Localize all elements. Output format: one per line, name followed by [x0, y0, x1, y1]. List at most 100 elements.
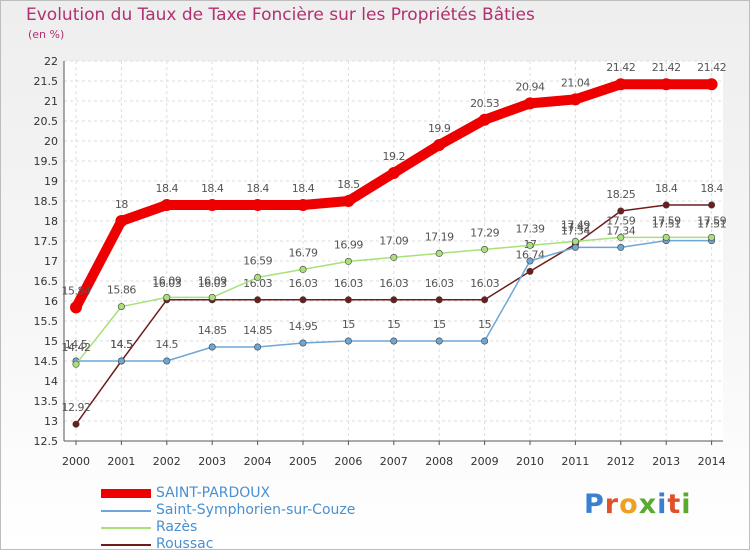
data-point-saint-pardoux — [297, 199, 309, 211]
data-point-saint-symphorien-sur-couze — [254, 343, 262, 351]
data-label-saint-pardoux: 18.4 — [246, 182, 269, 195]
data-point-raz-s — [208, 293, 216, 301]
unit-label: (en %) — [28, 28, 65, 41]
legend-swatch — [101, 526, 151, 529]
data-point-saint-pardoux — [160, 199, 173, 211]
y-tick-label: 20 — [44, 135, 58, 148]
legend-item-raz-s: Razès — [101, 519, 355, 536]
y-tick-label: 21 — [44, 95, 58, 108]
data-point-raz-s — [117, 303, 125, 311]
data-label-saint-pardoux: 19.2 — [383, 150, 406, 163]
y-tick-label: 13 — [44, 415, 58, 428]
data-point-raz-s — [481, 245, 489, 253]
data-point-roussac — [254, 296, 262, 304]
data-label-raz-s: 17.19 — [425, 230, 454, 243]
data-label-saint-pardoux: 21.04 — [561, 76, 590, 89]
x-tick-label: 2013 — [652, 455, 680, 468]
y-tick-label: 13.5 — [34, 395, 59, 408]
data-label-saint-pardoux: 18.4 — [201, 182, 224, 195]
legend-item-saint-symphorien-sur-couze: Saint-Symphorien-sur-Couze — [101, 502, 355, 519]
data-point-raz-s — [435, 249, 443, 257]
data-label-raz-s: 16.59 — [243, 254, 272, 267]
y-tick-label: 12.5 — [34, 435, 59, 448]
data-label-saint-symphorien-sur-couze: 17.34 — [606, 224, 635, 237]
y-tick-label: 20.5 — [34, 115, 59, 128]
legend-swatch — [101, 509, 151, 512]
x-tick-label: 2010 — [516, 455, 544, 468]
data-label-saint-symphorien-sur-couze: 14.5 — [110, 338, 133, 351]
data-point-saint-pardoux — [387, 167, 400, 179]
data-point-saint-symphorien-sur-couze — [344, 337, 352, 345]
data-point-roussac — [344, 296, 352, 304]
legend-item-roussac: Roussac — [101, 536, 355, 553]
data-label-saint-pardoux: 15.84 — [62, 284, 91, 297]
data-label-saint-pardoux: 21.42 — [697, 61, 726, 74]
data-label-raz-s: 17.59 — [697, 214, 726, 227]
data-point-saint-pardoux — [705, 78, 718, 91]
brand-letter: P — [584, 489, 605, 520]
data-label-raz-s: 17.29 — [470, 226, 499, 239]
data-label-saint-symphorien-sur-couze: 15 — [342, 318, 355, 331]
data-label-saint-pardoux: 21.42 — [652, 61, 681, 74]
data-label-raz-s: 16.99 — [334, 238, 363, 251]
data-point-saint-pardoux — [660, 78, 673, 91]
plot-area — [64, 61, 723, 441]
data-label-saint-pardoux: 20.94 — [516, 80, 545, 93]
data-point-roussac — [662, 201, 670, 209]
data-point-raz-s — [344, 257, 352, 265]
data-label-raz-s: 14.42 — [62, 341, 91, 354]
x-tick-label: 2009 — [471, 455, 499, 468]
x-tick-label: 2003 — [198, 455, 226, 468]
legend-label: Saint-Symphorien-sur-Couze — [156, 502, 356, 518]
data-point-raz-s — [662, 233, 670, 241]
data-point-saint-symphorien-sur-couze — [617, 243, 625, 251]
y-tick-label: 16.5 — [34, 275, 59, 288]
data-point-saint-pardoux — [206, 199, 219, 211]
brand-letter: o — [619, 489, 639, 520]
legend-label: Razès — [156, 519, 198, 535]
data-point-roussac — [617, 207, 625, 215]
data-label-roussac: 16.03 — [379, 277, 408, 290]
data-label-raz-s: 17.59 — [652, 214, 681, 227]
legend-swatch — [101, 489, 151, 498]
data-point-roussac — [299, 296, 307, 304]
brand-letter: i — [657, 489, 668, 520]
data-label-roussac: 16.03 — [334, 277, 363, 290]
data-point-raz-s — [299, 265, 307, 273]
data-point-raz-s — [526, 241, 534, 249]
data-point-raz-s — [72, 360, 80, 368]
data-point-raz-s — [617, 233, 625, 241]
brand-letter: r — [604, 489, 620, 520]
data-point-saint-pardoux — [433, 139, 446, 151]
data-label-roussac: 16.03 — [289, 277, 318, 290]
x-tick-label: 2005 — [289, 455, 317, 468]
data-point-saint-symphorien-sur-couze — [435, 337, 443, 345]
data-label-raz-s: 17.59 — [606, 214, 635, 227]
data-point-saint-symphorien-sur-couze — [390, 337, 398, 345]
data-point-saint-pardoux — [70, 301, 82, 314]
y-tick-label: 19 — [44, 175, 58, 188]
data-label-saint-symphorien-sur-couze: 14.85 — [198, 324, 227, 337]
y-tick-label: 14.5 — [34, 355, 59, 368]
data-label-saint-pardoux: 18.4 — [156, 182, 179, 195]
data-point-saint-pardoux — [251, 199, 264, 211]
data-label-saint-symphorien-sur-couze: 14.5 — [156, 338, 179, 351]
data-label-roussac: 18.4 — [655, 182, 678, 195]
data-label-saint-symphorien-sur-couze: 17.34 — [561, 224, 590, 237]
y-tick-label: 17 — [44, 255, 58, 268]
x-tick-label: 2008 — [425, 455, 453, 468]
x-tick-label: 2001 — [107, 455, 135, 468]
data-point-roussac — [526, 267, 534, 275]
data-point-raz-s — [708, 233, 716, 241]
data-point-roussac — [481, 296, 489, 304]
data-label-raz-s: 17.49 — [561, 218, 590, 231]
data-label-saint-pardoux: 18 — [115, 198, 128, 211]
data-point-saint-symphorien-sur-couze — [163, 357, 171, 365]
y-tick-label: 18 — [44, 215, 58, 228]
legend-label: Roussac — [156, 536, 214, 552]
data-label-roussac: 17.42 — [561, 221, 590, 234]
data-label-roussac: 12.92 — [62, 401, 91, 414]
data-label-raz-s: 16.79 — [289, 246, 318, 259]
data-label-saint-pardoux: 20.53 — [470, 97, 499, 110]
